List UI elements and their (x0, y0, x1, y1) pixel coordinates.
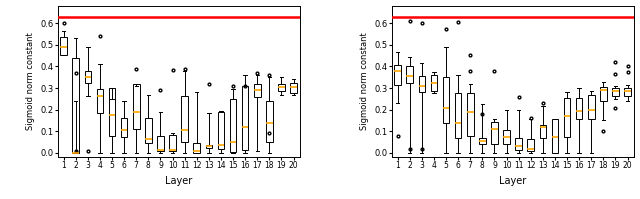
PathPatch shape (84, 71, 91, 83)
X-axis label: Layer: Layer (165, 176, 192, 186)
PathPatch shape (443, 77, 449, 123)
PathPatch shape (612, 88, 619, 96)
PathPatch shape (552, 119, 558, 153)
PathPatch shape (540, 125, 546, 138)
PathPatch shape (515, 138, 522, 150)
PathPatch shape (205, 145, 212, 148)
PathPatch shape (121, 118, 127, 137)
PathPatch shape (72, 58, 79, 153)
PathPatch shape (242, 86, 248, 150)
PathPatch shape (181, 96, 188, 142)
Y-axis label: Sigmoid norm constant: Sigmoid norm constant (26, 33, 35, 131)
PathPatch shape (109, 88, 115, 136)
PathPatch shape (455, 94, 461, 138)
PathPatch shape (564, 98, 570, 137)
PathPatch shape (266, 101, 273, 142)
PathPatch shape (193, 143, 200, 153)
PathPatch shape (491, 122, 498, 144)
PathPatch shape (431, 75, 437, 91)
PathPatch shape (394, 65, 401, 85)
PathPatch shape (169, 135, 176, 151)
PathPatch shape (624, 88, 631, 96)
PathPatch shape (133, 84, 140, 129)
PathPatch shape (218, 112, 224, 149)
PathPatch shape (600, 87, 607, 101)
PathPatch shape (60, 37, 67, 55)
PathPatch shape (254, 84, 260, 97)
X-axis label: Layer: Layer (499, 176, 526, 186)
PathPatch shape (576, 98, 582, 119)
PathPatch shape (97, 89, 103, 113)
PathPatch shape (157, 136, 164, 151)
PathPatch shape (479, 138, 486, 144)
PathPatch shape (527, 139, 534, 151)
PathPatch shape (419, 76, 425, 92)
PathPatch shape (290, 83, 297, 94)
PathPatch shape (588, 95, 595, 119)
PathPatch shape (467, 94, 474, 136)
PathPatch shape (145, 118, 152, 142)
PathPatch shape (230, 99, 236, 152)
PathPatch shape (278, 84, 285, 91)
PathPatch shape (406, 66, 413, 83)
Y-axis label: Sigmoid norm constant: Sigmoid norm constant (360, 33, 369, 131)
PathPatch shape (503, 130, 510, 144)
